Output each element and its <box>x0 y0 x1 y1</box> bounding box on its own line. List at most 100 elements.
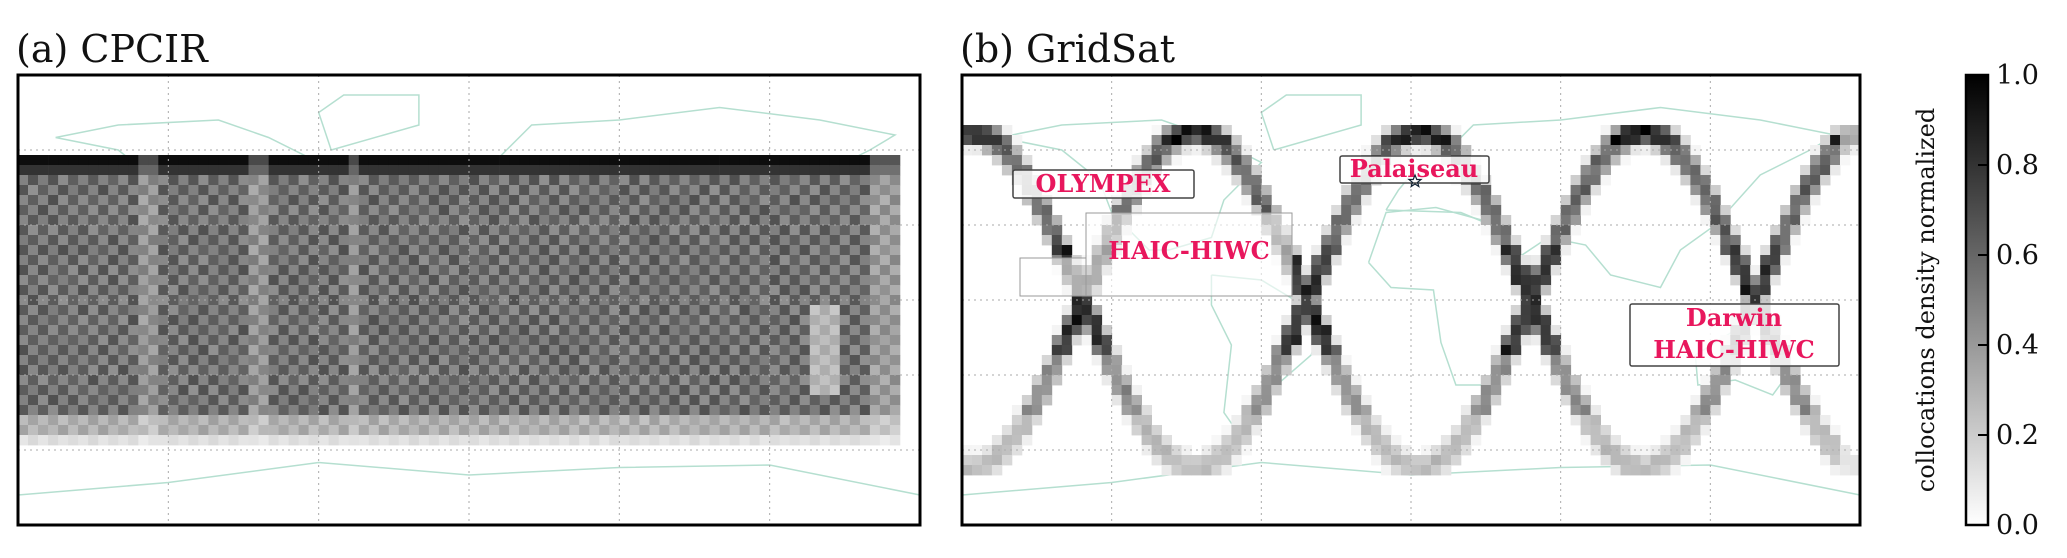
heatmap-cell <box>408 385 420 396</box>
heatmap-cell <box>1361 395 1372 406</box>
heatmap-cell <box>779 225 791 236</box>
heatmap-cell <box>138 355 149 366</box>
heatmap-cell <box>839 315 851 326</box>
heatmap-cell <box>1281 355 1292 366</box>
heatmap-cell <box>1121 395 1132 406</box>
heatmap-cell <box>829 315 841 326</box>
heatmap-cell <box>669 215 680 226</box>
heatmap-cell <box>449 185 460 196</box>
heatmap-cell <box>849 255 861 266</box>
heatmap-cell <box>358 335 370 346</box>
heatmap-cell <box>449 205 460 216</box>
heatmap-cell <box>579 275 590 286</box>
heatmap-cell <box>418 255 430 266</box>
heatmap-cell <box>1720 245 1731 256</box>
heatmap-cell <box>98 195 109 206</box>
heatmap-cell <box>1550 215 1562 226</box>
heatmap-cell <box>879 165 891 176</box>
heatmap-cell <box>1241 405 1252 416</box>
heatmap-cell <box>98 395 109 406</box>
heatmap-cell <box>1021 425 1033 436</box>
heatmap-cell <box>859 315 871 326</box>
heatmap-cell <box>318 385 330 396</box>
heatmap-cell <box>459 215 470 226</box>
heatmap-cell <box>1131 195 1142 206</box>
heatmap-cell <box>549 165 560 176</box>
heatmap-cell <box>1820 415 1831 426</box>
heatmap-cell <box>1780 245 1791 256</box>
heatmap-cell <box>238 335 249 346</box>
heatmap-cell <box>1780 225 1791 236</box>
heatmap-cell <box>28 415 39 426</box>
heatmap-cell <box>1351 395 1362 406</box>
heatmap-cell <box>879 215 891 226</box>
heatmap-cell <box>709 155 720 166</box>
heatmap-cell <box>88 275 99 286</box>
annotation-darwin-label: Darwin <box>1686 303 1782 332</box>
heatmap-cell <box>1361 405 1372 416</box>
heatmap-cell <box>789 345 801 356</box>
heatmap-cell <box>328 235 340 246</box>
heatmap-cell <box>1321 345 1332 356</box>
heatmap-cell <box>819 265 831 276</box>
heatmap-cell <box>599 175 610 186</box>
heatmap-cell <box>629 345 640 356</box>
heatmap-cell <box>589 365 600 376</box>
heatmap-cell <box>629 215 640 226</box>
heatmap-cell <box>699 295 710 306</box>
heatmap-cell <box>829 215 841 226</box>
heatmap-cell <box>639 295 650 306</box>
heatmap-cell <box>789 275 801 286</box>
heatmap-cell <box>208 175 219 186</box>
heatmap-cell <box>579 345 590 356</box>
heatmap-cell <box>178 425 189 436</box>
heatmap-cell <box>569 385 580 396</box>
heatmap-cell <box>659 155 670 166</box>
heatmap-cell <box>729 395 740 406</box>
heatmap-cell <box>519 165 530 176</box>
heatmap-cell <box>1291 245 1302 256</box>
heatmap-cell <box>719 155 730 166</box>
heatmap-cell <box>779 345 791 356</box>
heatmap-cell <box>809 165 821 176</box>
heatmap-cell <box>849 425 861 436</box>
heatmap-cell <box>699 185 710 196</box>
heatmap-cell <box>138 245 149 256</box>
heatmap-cell <box>1011 435 1023 446</box>
heatmap-cell <box>889 325 901 336</box>
heatmap-cell <box>118 385 129 396</box>
heatmap-cell <box>1201 145 1212 156</box>
heatmap-cell <box>388 415 400 426</box>
heatmap-cell <box>1850 125 1861 136</box>
heatmap-cell <box>158 235 169 246</box>
heatmap-cell <box>318 215 330 226</box>
heatmap-cell <box>849 345 861 356</box>
heatmap-cell <box>48 415 59 426</box>
heatmap-cell <box>248 265 259 276</box>
heatmap-cell <box>118 165 129 176</box>
heatmap-cell <box>809 285 821 296</box>
heatmap-cell <box>428 165 440 176</box>
heatmap-cell <box>138 365 149 376</box>
heatmap-cell <box>1850 465 1861 476</box>
heatmap-cell <box>1271 355 1282 366</box>
heatmap-cell <box>1341 185 1352 196</box>
heatmap-cell <box>879 245 891 256</box>
heatmap-cell <box>859 275 871 286</box>
heatmap-cell <box>1530 275 1542 286</box>
heatmap-cell <box>288 435 299 446</box>
heatmap-cell <box>1241 195 1252 206</box>
heatmap-cell <box>78 375 89 386</box>
heatmap-cell <box>238 375 249 386</box>
heatmap-cell <box>569 185 580 196</box>
heatmap-cell <box>739 355 750 366</box>
heatmap-cell <box>1001 455 1013 466</box>
heatmap-cell <box>639 245 650 256</box>
heatmap-cell <box>569 435 580 446</box>
heatmap-cell <box>569 395 580 406</box>
heatmap-cell <box>1820 135 1831 146</box>
heatmap-cell <box>1500 245 1512 256</box>
heatmap-cell <box>388 255 400 266</box>
heatmap-cell <box>78 235 89 246</box>
heatmap-cell <box>1530 315 1542 326</box>
